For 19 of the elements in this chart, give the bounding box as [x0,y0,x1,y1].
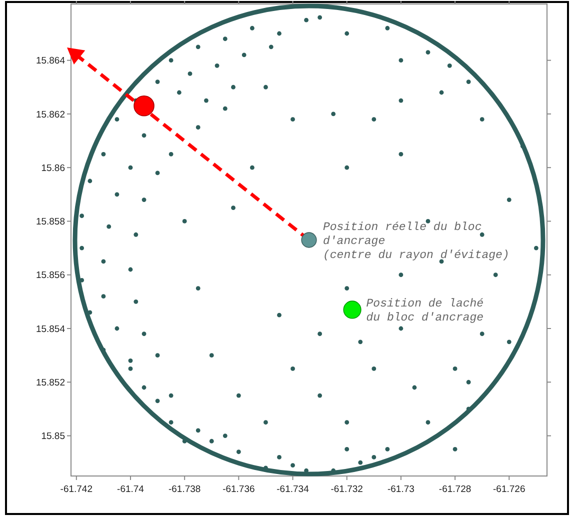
x-tick-label: -61.732 [330,484,363,495]
x-tick-label: -61.736 [222,484,255,495]
y-tick-label: 15.854 [36,324,65,335]
x-tick-label: -61.74 [117,484,144,495]
x-tick-label: -61.734 [276,484,309,495]
x-tick-label: -61.73 [387,484,414,495]
x-tick-label: -61.726 [493,484,526,495]
x-tick-label: -61.742 [60,484,93,495]
y-tick-label: 15.864 [36,56,65,67]
y-tick-label: 15.858 [36,216,65,228]
y-tick-label: 15.85 [41,431,65,442]
y-tick-label: 15.86 [41,162,65,174]
y-tick-label: 15.852 [36,377,65,388]
y-tick-label: 15.862 [36,109,65,120]
x-tick-label: -61.728 [438,484,472,495]
y-tick-label: 15.856 [36,270,65,282]
x-tick-label: -61.738 [168,484,201,495]
annotation: Position réelle du bloc d'ancrage (centre du rayon d'évitage) [323,221,510,262]
annotation: Position de laché du bloc d'ancrage [366,298,484,325]
